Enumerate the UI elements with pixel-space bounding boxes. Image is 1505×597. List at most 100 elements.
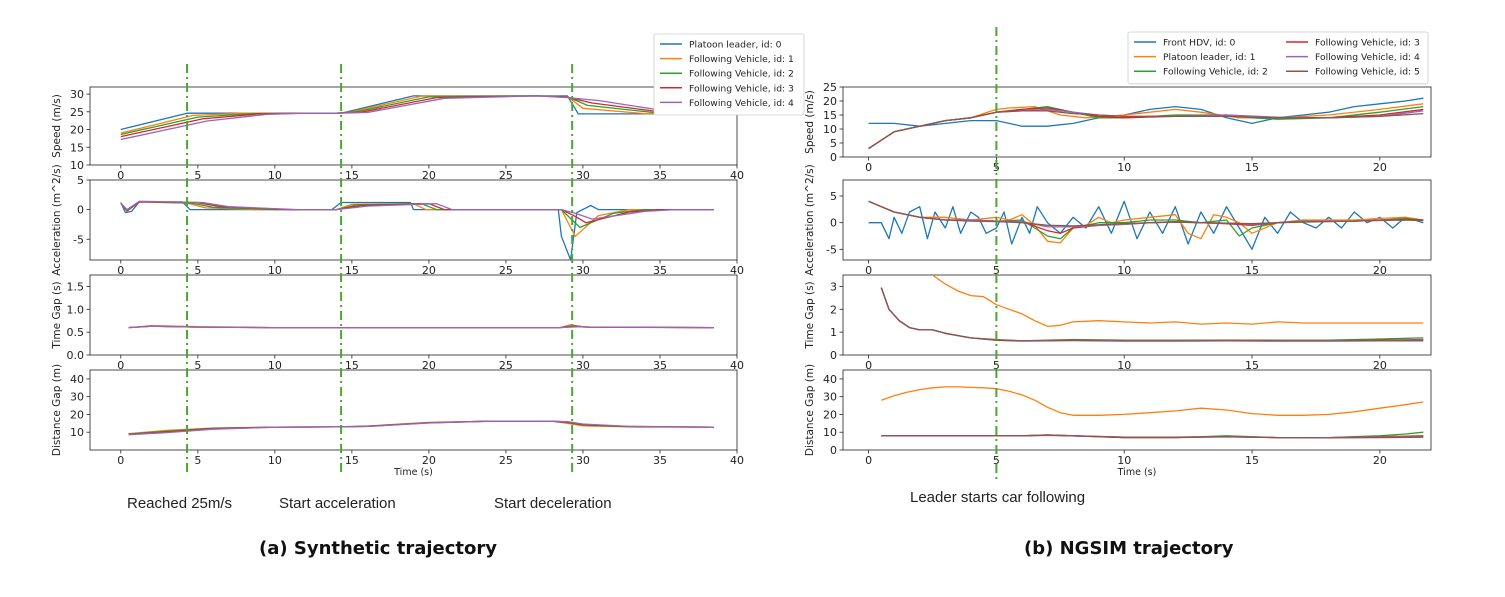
x-tick-label: 0 <box>865 161 872 174</box>
series-line-following-vehicle-id-1 <box>120 95 714 134</box>
legend-label: Following Vehicle, id: 5 <box>1315 67 1420 78</box>
x-tick-label: 35 <box>653 264 667 277</box>
x-tick-label: 30 <box>576 264 590 277</box>
legend-box <box>1127 31 1429 85</box>
y-tick-label: 5 <box>77 174 84 187</box>
legend: Front HDV, id: 0 Platoon leader, id: 1 Fol… <box>1127 31 1429 85</box>
chart-a_distgap: 0 5 10 15 20 25 30 35 40 10 20 30 40 Distance Gap (m)… <box>51 364 744 478</box>
legend: Platoon leader, id: 0 Following Vehicle, … <box>653 33 805 116</box>
y-axis-label: Acceleration (m^2/s) <box>51 164 63 276</box>
series-line-following-vehicle-id-4 <box>128 420 714 436</box>
x-tick-label: 0 <box>117 264 124 277</box>
y-tick-label: 0 <box>77 204 84 217</box>
x-tick-label: 30 <box>576 169 590 182</box>
x-tick-label: 10 <box>268 264 282 277</box>
annotation-start-acceleration: Start acceleration <box>279 495 396 512</box>
x-tick-label: 20 <box>1373 454 1387 467</box>
y-tick-label: 5 <box>830 190 837 203</box>
y-tick-label: 40 <box>70 373 84 386</box>
x-tick-label: 10 <box>268 169 282 182</box>
legend-label: Platoon leader, id: 0 <box>689 40 782 51</box>
x-tick-label: 10 <box>268 359 282 372</box>
y-tick-label: 0.5 <box>67 326 85 339</box>
x-axis-label: Time (s) <box>1117 467 1157 478</box>
x-tick-label: 0 <box>865 454 872 467</box>
y-tick-label: 1 <box>830 326 837 339</box>
x-tick-label: 10 <box>1117 454 1131 467</box>
x-tick-label: 20 <box>1373 264 1387 277</box>
annotation-reached-25: Reached 25m/s <box>127 495 233 512</box>
series-line-following-vehicle-id-5 <box>868 110 1424 150</box>
y-axis-label: Time Gap (s) <box>804 281 816 349</box>
y-tick-label: 15 <box>823 109 837 122</box>
series-line-following-vehicle-id-3 <box>120 95 714 138</box>
plot-frame <box>89 179 738 261</box>
series-line-platoon-leader-id-1 <box>881 386 1424 416</box>
chart-b_speed: 051015200510152025Speed (m/s)Front HDV, … <box>804 31 1432 174</box>
series-group <box>881 386 1424 439</box>
chart-b_timegap: 0 5 10 15 20 0 1 2 3 Time Gap (s) <box>804 274 1432 372</box>
x-tick-label: 0 <box>865 359 872 372</box>
x-tick-label: 15 <box>1245 161 1259 174</box>
x-tick-label: 40 <box>730 454 744 467</box>
plot-frame <box>842 86 1432 158</box>
chart-a_speed: 0 5 10 15 20 25 30 35 40 10 15 20 25 30 Speed (m/s) Pla… <box>51 33 805 182</box>
y-tick-label: 10 <box>823 426 837 439</box>
y-tick-label: 10 <box>70 426 84 439</box>
series-line-front-hdv-id-0 <box>868 97 1424 127</box>
y-tick-label: 3 <box>830 280 837 293</box>
series-line-following-vehicle-id-4 <box>128 325 714 329</box>
x-tick-label: 15 <box>345 359 359 372</box>
x-tick-label: 40 <box>730 359 744 372</box>
x-tick-label: 15 <box>1245 454 1259 467</box>
y-tick-label: 20 <box>823 95 837 108</box>
x-tick-label: 5 <box>993 264 1000 277</box>
y-axis-label: Speed (m/s) <box>804 90 816 154</box>
x-tick-label: 0 <box>117 454 124 467</box>
legend-label: Following Vehicle, id: 4 <box>689 98 794 109</box>
y-tick-label: 0 <box>830 349 837 362</box>
caption-ngsim-trajectory: (b) NGSIM trajectory <box>1024 538 1234 559</box>
y-tick-label: 20 <box>823 408 837 421</box>
series-group <box>128 420 714 436</box>
series-line-following-vehicle-id-4 <box>120 95 714 141</box>
x-tick-label: 10 <box>1117 161 1131 174</box>
legend-label: Following Vehicle, id: 3 <box>689 83 794 94</box>
legend-label: Following Vehicle, id: 3 <box>1315 38 1420 49</box>
x-tick-label: 15 <box>345 169 359 182</box>
x-tick-label: 5 <box>194 454 201 467</box>
annotation-start-deceleration: Start deceleration <box>494 495 612 512</box>
series-group <box>868 97 1424 150</box>
x-tick-label: 30 <box>576 454 590 467</box>
y-tick-label: 2 <box>830 303 837 316</box>
legend-label: Following Vehicle, id: 2 <box>1163 67 1268 78</box>
x-tick-label: 5 <box>194 264 201 277</box>
x-tick-label: 15 <box>1245 264 1259 277</box>
y-tick-label: 15 <box>70 141 84 154</box>
y-tick-label: 5 <box>830 137 837 150</box>
series-line-following-vehicle-id-2 <box>120 95 714 136</box>
x-tick-label: 25 <box>499 359 513 372</box>
x-tick-label: 5 <box>993 359 1000 372</box>
y-tick-label: 0 <box>830 151 837 164</box>
x-tick-label: 20 <box>422 359 436 372</box>
x-tick-label: 10 <box>1117 359 1131 372</box>
y-tick-label: 1.0 <box>67 303 85 316</box>
x-tick-label: 20 <box>422 454 436 467</box>
y-axis-label: Time Gap (s) <box>51 281 63 349</box>
x-tick-label: 25 <box>499 454 513 467</box>
chart-b_distgap: 0 5 10 15 20 0 10 20 30 40 Distance Gap (m) Time (s… <box>804 364 1432 478</box>
series-line-following-vehicle-id-5 <box>880 287 1424 342</box>
x-tick-label: 25 <box>499 264 513 277</box>
y-axis-label: Speed (m/s) <box>51 94 63 158</box>
chart-b_accel: 0 5 10 15 20 -5 0 5 Acceleration (m^2/s) <box>804 164 1432 277</box>
series-line-following-vehicle-id-5 <box>881 434 1424 439</box>
x-tick-label: 35 <box>653 454 667 467</box>
x-tick-label: 0 <box>865 264 872 277</box>
chart-a_timegap: 0 5 10 15 20 25 30 35 40 0.0 0.5 1.0 1.5 Time Gap (s) <box>51 274 744 372</box>
plot-frame <box>89 369 738 451</box>
caption-synthetic-trajectory: (a) Synthetic trajectory <box>259 538 497 559</box>
y-tick-label: 40 <box>823 373 837 386</box>
y-tick-label: -5 <box>73 233 84 246</box>
